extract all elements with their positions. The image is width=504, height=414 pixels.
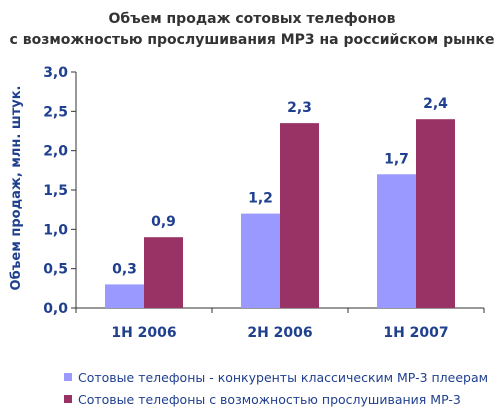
bar [280,123,319,308]
data-label: 1,2 [248,191,273,207]
bar [144,237,183,308]
y-tick-label: 3,0 [43,65,68,81]
y-tick-label: 0,0 [43,301,68,317]
y-tick-label: 2,5 [43,104,68,120]
legend-swatch [64,373,72,381]
bar [105,284,144,308]
x-tick-label: 1H 2007 [383,325,448,341]
x-tick-label: 2H 2006 [247,325,312,341]
bar [377,174,416,308]
chart-title: Объем продаж сотовых телефонов [109,11,396,27]
legend-label: Сотовые телефоны - конкуренты классическ… [78,370,488,385]
data-label: 0,3 [112,261,137,277]
y-axis-label: Объем продаж, млн. штук. [9,86,24,291]
y-tick-label: 2,0 [43,144,68,160]
data-label: 0,9 [151,214,176,230]
y-tick-label: 1,0 [43,222,68,238]
x-tick-label: 1H 2006 [111,325,176,341]
legend: Сотовые телефоны - конкуренты классическ… [64,370,488,407]
plot-area: 0,0 0,5 1,0 1,5 2,0 2,5 3,0 0,3 0,9 1H 2006 1,2 2,3… [43,65,485,341]
data-label: 1,7 [384,151,409,167]
y-tick-label: 1,5 [43,183,68,199]
chart-subtitle: с возможностью прослушивания MP3 на росс… [10,32,495,48]
data-label: 2,3 [287,100,312,116]
legend-swatch [64,395,72,403]
data-label: 2,4 [423,96,448,112]
bar [416,119,455,308]
bar [241,213,280,308]
legend-label: Сотовые телефоны с возможностью прослуши… [78,392,461,407]
y-tick-label: 0,5 [43,262,68,278]
